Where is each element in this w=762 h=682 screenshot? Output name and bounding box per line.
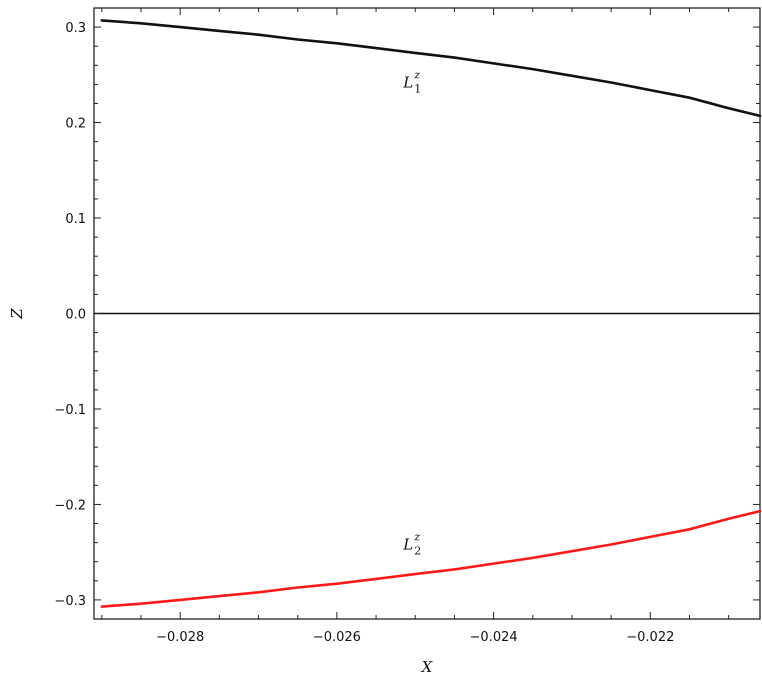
curve-label-superscript: z [413,531,420,544]
curve-label-subscript: 1 [414,82,421,95]
curve-label-base: L [402,73,413,91]
x-tick-label: −0.028 [156,630,204,645]
curve-label-superscript: z [413,68,420,81]
plot-frame [93,7,761,620]
y-axis-title: Z [8,308,26,320]
series-line-l1z [100,19,762,118]
y-tick-label: 0.3 [65,21,86,36]
y-tick-label: −0.2 [54,498,86,513]
series-group [100,19,762,608]
y-tick-label: 0.1 [65,212,86,227]
y-tick-label: −0.1 [54,403,86,418]
x-axis-title: X [421,658,434,676]
y-tick-label: −0.3 [54,594,86,609]
x-tick-label: −0.022 [626,630,674,645]
series-line-l2z [100,509,762,608]
curve-label-base: L [402,536,413,554]
y-tick-label: 0.2 [65,117,86,132]
x-tick-label: −0.024 [470,630,518,645]
x-axis-ticks: −0.028 −0.026 −0.024 −0.022 [101,8,730,645]
curve-label-subscript: 2 [414,545,421,558]
y-axis-ticks: −0.3 −0.2 −0.1 0.0 0.1 0.2 0.3 [54,7,760,620]
y-tick-label: 0.0 [65,308,86,323]
x-tick-label: −0.026 [313,630,361,645]
